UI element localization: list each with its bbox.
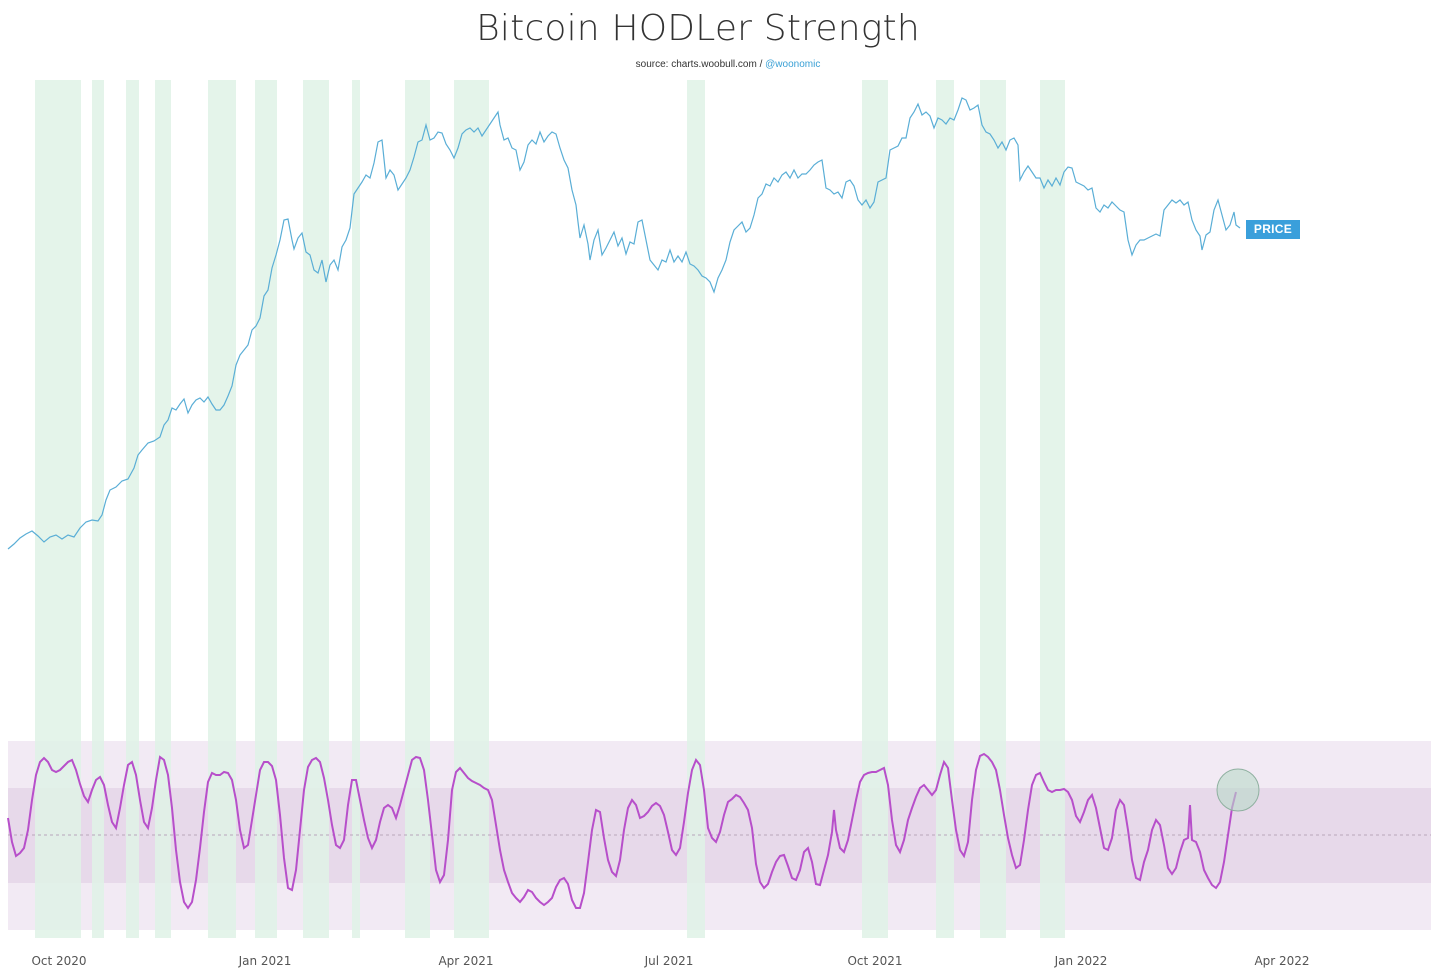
x-tick-oct-2020: Oct 2020 (31, 954, 87, 968)
highlight-band (255, 80, 277, 938)
highlight-band (862, 80, 888, 938)
highlight-band (208, 80, 236, 938)
x-tick-jan-2022: Jan 2022 (1054, 954, 1108, 968)
highlight-band (303, 80, 329, 938)
highlight-band (1040, 80, 1065, 938)
price-line (7, 97, 1241, 550)
chart-subtitle: source: charts.woobull.com / @woonomic (0, 59, 1456, 70)
source-handle-link[interactable]: @woonomic (765, 59, 821, 70)
highlight-band (35, 80, 81, 938)
highlight-band (687, 80, 705, 938)
price-legend-badge[interactable]: PRICE (1246, 220, 1300, 239)
hodler-strength-highlight-bands (35, 80, 1065, 938)
highlight-band (155, 80, 171, 938)
highlight-band (454, 80, 489, 938)
x-tick-oct-2021: Oct 2021 (847, 954, 903, 968)
oscillator-line (7, 752, 1237, 910)
x-tick-jul-2021: Jul 2021 (644, 954, 694, 968)
highlight-band (352, 80, 360, 938)
highlight-band (92, 80, 104, 938)
chart-title: Bitcoin HODLer Strength (476, 8, 920, 49)
highlight-band (936, 80, 954, 938)
x-tick-jan-2021: Jan 2021 (238, 954, 292, 968)
source-text: source: charts.woobull.com / (635, 59, 766, 70)
x-tick-apr-2022: Apr 2022 (1254, 954, 1310, 968)
latest-value-marker[interactable] (1216, 768, 1260, 812)
highlight-band (126, 80, 139, 938)
highlight-band (405, 80, 430, 938)
x-tick-apr-2021: Apr 2021 (438, 954, 494, 968)
